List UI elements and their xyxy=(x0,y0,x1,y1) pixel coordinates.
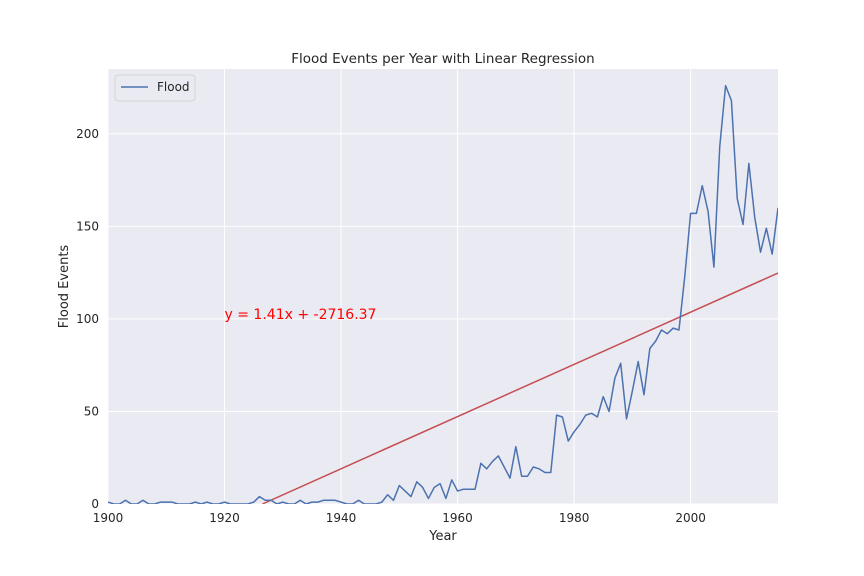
y-tick-labels: 0 50 100 150 200 xyxy=(76,127,99,511)
x-tick-labels: 1900 1920 1940 1960 1980 2000 xyxy=(93,511,706,525)
regression-line-group xyxy=(262,272,778,504)
regression-equation-annotation: y = 1.41x + -2716.37 xyxy=(225,307,377,323)
y-tick-label: 50 xyxy=(84,404,99,418)
x-tick-label: 1900 xyxy=(93,511,124,525)
regression-line xyxy=(262,272,778,504)
y-axis-label: Flood Events xyxy=(57,245,72,329)
x-tick-label: 1940 xyxy=(326,511,357,525)
legend-box xyxy=(114,74,196,102)
y-tick-label: 150 xyxy=(76,219,99,233)
y-tick-label: 200 xyxy=(76,127,99,141)
legend: Flood xyxy=(114,74,196,102)
y-tick-label: 100 xyxy=(76,312,99,326)
y-tick-label: 0 xyxy=(91,497,99,511)
x-axis-label: Year xyxy=(428,529,457,544)
gridlines xyxy=(107,69,778,505)
plot-background xyxy=(108,69,778,504)
x-tick-label: 1980 xyxy=(559,511,590,525)
x-tick-label: 1920 xyxy=(209,511,240,525)
series-line-flood xyxy=(108,84,778,504)
series-group xyxy=(108,84,778,504)
x-tick-label: 2000 xyxy=(675,511,706,525)
chart-title: Flood Events per Year with Linear Regres… xyxy=(291,51,595,67)
x-tick-label: 1960 xyxy=(442,511,473,525)
legend-label-flood: Flood xyxy=(157,80,190,94)
